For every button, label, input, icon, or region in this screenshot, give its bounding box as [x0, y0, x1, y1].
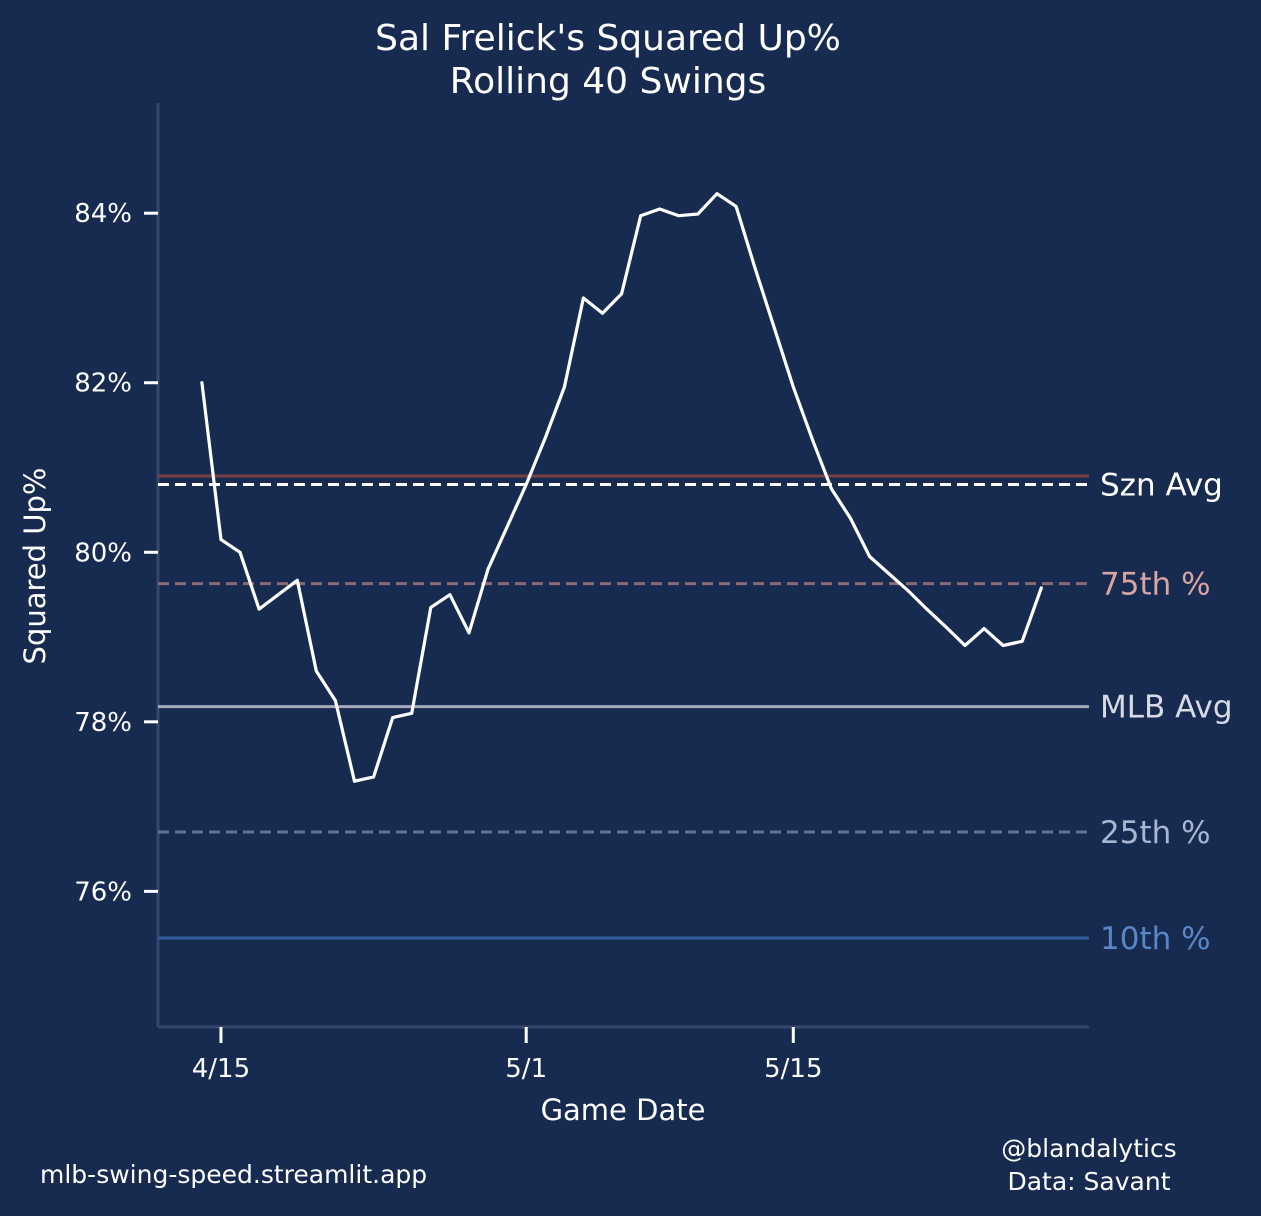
data-point	[868, 555, 872, 558]
y-axis-label: Squared Up%	[18, 468, 52, 665]
chart-title: Sal Frelick's Squared Up%	[375, 18, 841, 59]
data-point	[1020, 639, 1024, 643]
data-point	[620, 292, 623, 296]
reference-label-szn-avg: Szn Avg	[1100, 467, 1223, 503]
data-point	[353, 779, 356, 783]
y-tick-label: 80%	[74, 538, 132, 568]
footer-source: Data: Savant	[1007, 1167, 1170, 1196]
y-tick-label: 78%	[74, 708, 132, 738]
data-point	[810, 438, 814, 441]
data-point	[486, 567, 490, 571]
data-point	[295, 578, 299, 582]
data-point	[448, 593, 452, 597]
data-point	[639, 214, 643, 218]
data-point	[200, 381, 204, 385]
x-tick-label: 5/1	[505, 1054, 547, 1084]
data-point	[1001, 644, 1005, 647]
data-point	[334, 699, 337, 703]
data-point	[276, 593, 280, 597]
y-tick-label: 76%	[74, 877, 132, 907]
data-point	[658, 207, 662, 211]
data-point	[830, 487, 833, 491]
reference-label-mlb-avg: MLB Avg	[1100, 690, 1233, 726]
data-point	[314, 669, 318, 673]
data-point	[429, 605, 433, 609]
data-point	[505, 525, 509, 529]
data-point	[887, 572, 891, 575]
data-point	[925, 607, 929, 611]
x-tick-label: 4/15	[192, 1054, 250, 1084]
reference-label-75th: 75th %	[1100, 567, 1211, 603]
x-axis-label: Game Date	[541, 1093, 706, 1127]
data-point	[753, 266, 757, 270]
data-point	[963, 644, 967, 647]
data-point	[238, 550, 242, 554]
data-point	[677, 214, 681, 218]
data-point	[467, 631, 471, 635]
data-point	[982, 627, 986, 630]
data-point	[543, 436, 547, 440]
data-point	[696, 212, 700, 216]
y-tick-label: 82%	[74, 369, 132, 399]
data-point	[906, 589, 910, 592]
data-point	[562, 385, 566, 389]
data-point	[582, 296, 585, 300]
data-point	[772, 326, 776, 330]
chart-subtitle: Rolling 40 Swings	[450, 61, 767, 102]
data-point	[849, 516, 852, 520]
footer-handle: @blandalytics	[1001, 1134, 1176, 1163]
x-tick-label: 5/15	[764, 1054, 822, 1084]
y-tick-label: 84%	[74, 199, 132, 229]
reference-label-25th: 25th %	[1100, 815, 1211, 851]
data-point	[601, 311, 604, 315]
series-line-rolling-squared-up	[200, 192, 1043, 783]
data-point	[372, 775, 375, 779]
reference-label-10th: 10th %	[1100, 921, 1211, 957]
data-point	[391, 716, 395, 719]
data-point	[1039, 586, 1043, 590]
data-point	[524, 483, 528, 486]
data-point	[715, 192, 719, 196]
data-point	[734, 205, 738, 208]
data-point	[944, 625, 948, 629]
data-point	[410, 711, 414, 715]
data-point	[791, 385, 795, 389]
data-point	[219, 538, 223, 541]
footer-site: mlb-swing-speed.streamlit.app	[40, 1160, 427, 1189]
data-point	[257, 607, 261, 611]
